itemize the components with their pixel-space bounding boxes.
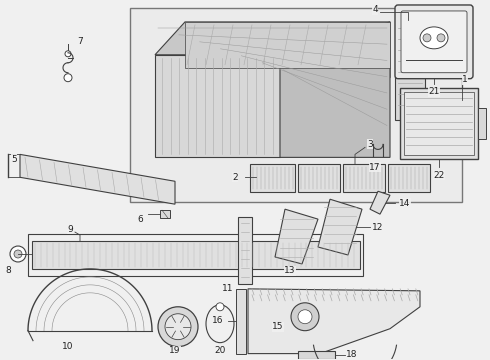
Text: 16: 16 — [212, 316, 224, 325]
Circle shape — [216, 303, 224, 311]
Circle shape — [65, 51, 71, 57]
Polygon shape — [370, 191, 390, 214]
Text: 4: 4 — [372, 5, 378, 14]
Text: 15: 15 — [272, 322, 284, 331]
Text: 5: 5 — [11, 155, 17, 164]
Text: 1: 1 — [462, 75, 468, 84]
Circle shape — [10, 246, 26, 262]
Polygon shape — [280, 22, 390, 157]
Polygon shape — [155, 22, 390, 78]
Bar — [478, 108, 486, 139]
Text: 7: 7 — [77, 37, 83, 46]
Bar — [160, 210, 170, 218]
Polygon shape — [238, 217, 252, 284]
Text: 11: 11 — [222, 284, 234, 293]
Text: 2: 2 — [232, 173, 238, 182]
Bar — [250, 165, 295, 192]
Text: 6: 6 — [137, 215, 143, 224]
Polygon shape — [185, 22, 390, 68]
FancyBboxPatch shape — [401, 11, 467, 73]
Circle shape — [423, 34, 431, 42]
Text: 8: 8 — [5, 266, 11, 275]
Text: 3: 3 — [367, 140, 373, 149]
Polygon shape — [318, 199, 362, 255]
Circle shape — [165, 314, 191, 339]
Bar — [298, 165, 340, 192]
Text: 22: 22 — [433, 171, 444, 180]
Circle shape — [437, 34, 445, 42]
Text: 20: 20 — [214, 346, 226, 355]
Text: 21: 21 — [428, 87, 440, 96]
Circle shape — [298, 310, 312, 324]
Polygon shape — [20, 154, 175, 204]
Circle shape — [291, 303, 319, 331]
Polygon shape — [275, 209, 318, 264]
Polygon shape — [395, 20, 425, 120]
Circle shape — [14, 250, 22, 258]
Text: 9: 9 — [67, 225, 73, 234]
Bar — [404, 92, 474, 156]
Polygon shape — [248, 289, 420, 354]
Polygon shape — [298, 351, 335, 359]
Bar — [343, 165, 385, 192]
Polygon shape — [155, 55, 280, 157]
Bar — [400, 87, 478, 159]
Bar — [236, 289, 246, 354]
Text: 17: 17 — [369, 163, 381, 172]
Text: 19: 19 — [169, 346, 181, 355]
FancyBboxPatch shape — [395, 5, 473, 79]
Text: 14: 14 — [399, 199, 411, 208]
Bar — [28, 234, 363, 276]
Ellipse shape — [206, 305, 234, 343]
Circle shape — [158, 307, 198, 347]
Bar — [388, 165, 430, 192]
Text: 12: 12 — [372, 222, 384, 231]
Text: 10: 10 — [62, 342, 74, 351]
Bar — [32, 241, 360, 269]
Bar — [130, 8, 462, 202]
Ellipse shape — [420, 27, 448, 49]
Text: 18: 18 — [346, 350, 358, 359]
Text: 13: 13 — [284, 266, 296, 275]
Circle shape — [64, 74, 72, 82]
